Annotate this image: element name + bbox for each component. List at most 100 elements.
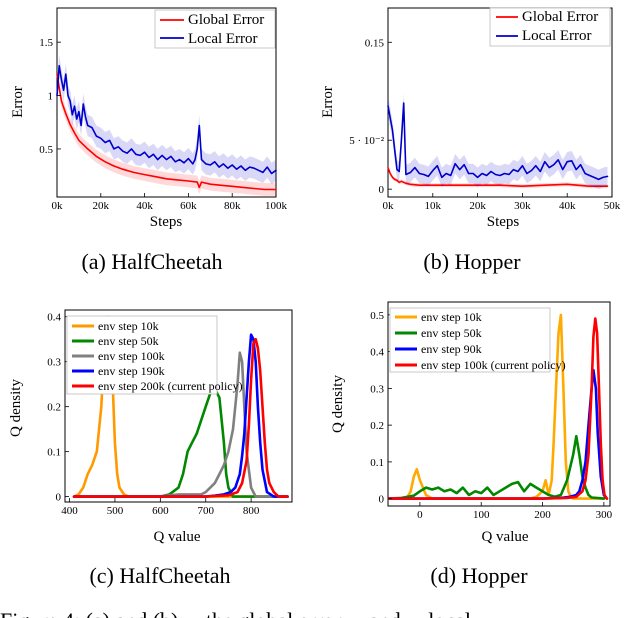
panel-a-legend-local: Local Error [188, 31, 258, 47]
panel-d-series-env-step-10k [387, 313, 606, 500]
panel-d-legend-box [389, 307, 551, 373]
panel-c-caption: (c) HalfCheetah [89, 563, 230, 588]
panel-b-ytick-label: 0 [379, 184, 385, 196]
panel-d: 0 100 200 300 0 0.1 0.2 0.3 0.4 0.5 Q density Q v… [330, 301, 613, 588]
panel-d-axes: 0 100 200 300 0 0.1 0.2 0.3 0.4 0.5 [370, 310, 612, 521]
panel-d-ytick-label: 0.3 [370, 383, 384, 395]
panel-d-xlabel: Q value [481, 529, 528, 545]
panel-c-xtick-label: 700 [197, 505, 214, 517]
panel-c-legend-10k: env step 10k [98, 319, 159, 333]
panel-c-legend-200k: env step 200k (current policy) [98, 379, 243, 393]
figure-caption-partial: Figure 4: (a) and (b) ... the global err… [0, 608, 471, 618]
panel-d-frame [387, 301, 611, 507]
panel-c-xtick-label: 600 [152, 505, 169, 517]
panel-d-ytick-label: 0.1 [370, 457, 384, 469]
panel-d-ylabel: Q density [330, 375, 346, 433]
panel-d-ytick-label: 0.5 [370, 310, 384, 322]
panel-b-legend-box [489, 7, 611, 47]
panel-a-band-local-error [57, 55, 276, 185]
panel-c-ytick-label: 0.2 [47, 402, 61, 414]
panel-b-xtick-label: 50k [604, 200, 621, 212]
panel-d-ytick-label: 0.2 [370, 420, 384, 432]
panel-d-legend-100k: env step 100k (current policy) [421, 358, 566, 372]
panel-a-legend-box [154, 9, 276, 49]
panel-a-caption: (a) HalfCheetah [81, 249, 222, 274]
panel-c-series-env-step-200k-current-policy [72, 337, 289, 498]
panel-a-series-global-error [56, 73, 277, 191]
panel-a-plot-area [56, 55, 277, 196]
panel-a-ytick-label: 1.5 [39, 37, 53, 49]
panel-b-series-global-error [387, 166, 609, 187]
panel-c-xtick-label: 400 [61, 505, 78, 517]
panel-c-xtick-label: 500 [107, 505, 124, 517]
panel-a-xtick-label: 0k [52, 200, 64, 212]
panel-a-xtick-label: 80k [224, 200, 241, 212]
panel-d-xtick-label: 0 [417, 509, 423, 521]
panel-d-legend: env step 10k env step 50k env step 90k e… [389, 307, 566, 373]
panel-c-xtick-label: 800 [243, 505, 260, 517]
panel-b-legend-local: Local Error [522, 28, 592, 44]
panel-b-xtick-label: 10k [425, 200, 442, 212]
panel-d-ytick-label: 0.4 [370, 347, 384, 359]
panel-c-ytick-label: 0.1 [47, 447, 61, 459]
panel-c-ylabel: Q density [8, 379, 24, 437]
panel-c-ytick-label: 0.4 [47, 312, 61, 324]
panel-d-ytick-label: 0 [379, 494, 385, 506]
panel-a-series-local-error [56, 64, 277, 175]
panel-b-xtick-label: 40k [559, 200, 576, 212]
panel-c-series-env-step-100k [72, 351, 289, 498]
panel-b-series-local-error [387, 102, 609, 181]
panel-b-ytick-label: 0.15 [365, 37, 385, 49]
panel-d-series-env-step-90k [387, 368, 609, 500]
panel-d-caption: (d) Hopper [430, 563, 528, 588]
panel-c-series-env-step-190k [72, 333, 289, 498]
panel-c-ytick-label: 0.3 [47, 357, 61, 369]
panel-c: 400 500 600 700 800 0 0.1 0.2 0.3 0.4 Q density Q… [8, 309, 293, 588]
panel-b-legend: Global Error Local Error [489, 7, 611, 47]
panel-d-series-env-step-50k [387, 434, 606, 500]
panel-b-caption: (b) Hopper [423, 249, 521, 274]
panel-b: 0k 10k 20k 30k 40k 50k 0 5 · 10⁻² 0.15 Error Ste… [320, 7, 621, 274]
panel-a-ytick-label: 0.5 [39, 144, 53, 156]
panel-c-ytick-label: 0 [56, 492, 62, 504]
panel-d-plot-area [387, 313, 609, 500]
panel-a-ylabel: Error [10, 86, 26, 118]
panel-b-axes: 0k 10k 20k 30k 40k 50k 0 5 · 10⁻² 0.15 [349, 37, 621, 212]
panel-b-xtick-label: 0k [383, 200, 395, 212]
panel-d-legend-10k: env step 10k [421, 310, 482, 324]
panel-c-legend-50k: env step 50k [98, 334, 159, 348]
panel-b-ytick-label: 5 · 10⁻² [349, 135, 384, 147]
panel-d-xtick-label: 100 [473, 509, 490, 521]
panel-d-xtick-label: 300 [596, 509, 613, 521]
panel-c-frame [64, 309, 293, 503]
panel-a: 0k 20k 40k 60k 80k 100k 0.5 1 1.5 Error Steps Gl… [10, 7, 288, 274]
panel-a-xtick-label: 100k [265, 200, 288, 212]
panel-b-xtick-label: 30k [514, 200, 531, 212]
panel-d-legend-90k: env step 90k [421, 342, 482, 356]
panel-c-axes: 400 500 600 700 800 0 0.1 0.2 0.3 0.4 [47, 312, 260, 517]
panel-c-xlabel: Q value [153, 529, 200, 545]
panel-d-series-env-step-100k-current-policy [387, 317, 609, 500]
panel-b-xtick-label: 20k [469, 200, 486, 212]
panel-a-legend-global: Global Error [188, 12, 264, 28]
panel-a-axes: 0k 20k 40k 60k 80k 100k 0.5 1 1.5 [39, 37, 287, 212]
panel-c-series-env-step-50k [72, 387, 289, 498]
panel-b-plot-area [387, 93, 609, 190]
panel-b-legend-global: Global Error [522, 9, 598, 25]
panel-a-ytick-label: 1 [48, 91, 54, 103]
panel-a-xtick-label: 40k [136, 200, 153, 212]
panel-a-band-global-error [57, 67, 276, 196]
panel-d-legend-50k: env step 50k [421, 326, 482, 340]
panel-a-xlabel: Steps [150, 214, 183, 230]
panel-a-frame [56, 7, 277, 198]
panel-d-xtick-label: 200 [534, 509, 551, 521]
panel-a-legend: Global Error Local Error [154, 9, 276, 49]
panel-c-legend-190k: env step 190k [98, 364, 165, 378]
panel-b-ylabel: Error [320, 86, 336, 118]
panel-a-xtick-label: 60k [180, 200, 197, 212]
panel-a-xtick-label: 20k [93, 200, 110, 212]
panel-b-xlabel: Steps [487, 214, 520, 230]
panel-c-legend-100k: env step 100k [98, 349, 165, 363]
panel-c-legend: env step 10k env step 50k env step 100k … [66, 315, 243, 395]
